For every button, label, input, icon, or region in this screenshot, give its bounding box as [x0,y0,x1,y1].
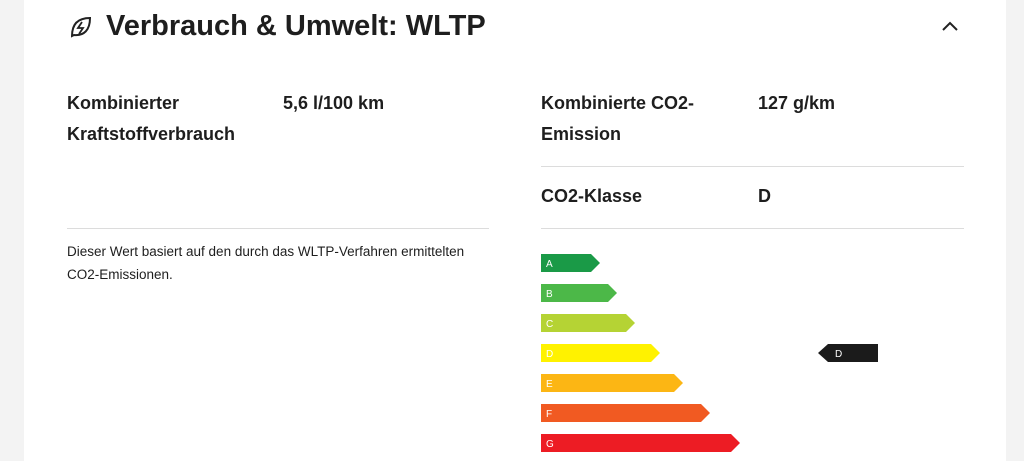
row-value: 5,6 l/100 km [283,93,385,113]
energy-class-letter: G [546,439,554,450]
energy-class-bar [541,344,660,362]
energy-class-letter: F [546,409,552,420]
divider [67,228,489,229]
energy-class-bar [541,374,683,392]
row-label: Kombinierte CO2-Emission [541,93,695,144]
leaf-icon [70,16,92,38]
current-class-marker [818,344,878,362]
energy-class-bar [541,404,710,422]
collapse-chevron[interactable] [940,18,960,34]
energy-class-bar [541,284,617,302]
card [24,0,1006,461]
divider [541,166,964,167]
divider [541,228,964,229]
energy-class-letter: E [546,379,553,390]
energy-class-bar [541,254,600,272]
row-label: CO2-Klasse [541,186,643,206]
energy-class-bar [541,314,635,332]
energy-class-letter: D [546,349,553,360]
section-title: Verbrauch & Umwelt: WLTP [106,10,486,42]
current-class-letter: D [835,349,842,360]
energy-class-bar [541,434,740,452]
row-value: D [758,186,771,206]
energy-class-letter: C [546,319,553,330]
energy-class-letter: B [546,289,553,300]
row-label: Kombinierter Kraftstoffverbrauch [67,93,236,144]
note: Dieser Wert basiert auf den durch das WL… [67,244,465,282]
energy-class-letter: A [546,259,553,270]
row-value: 127 g/km [758,93,836,113]
